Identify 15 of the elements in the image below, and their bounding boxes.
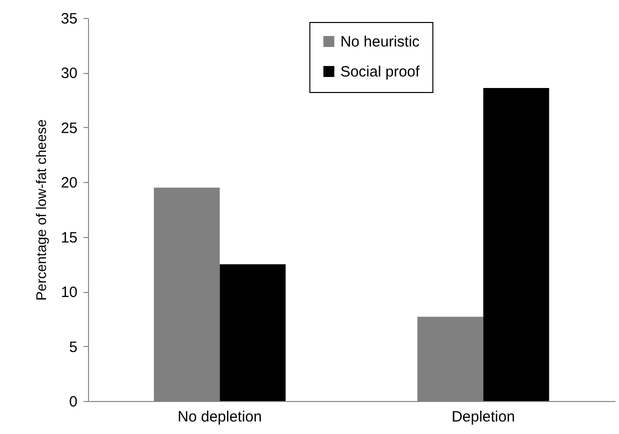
- y-tick-label: 35: [60, 10, 78, 28]
- y-tick-label: 0: [69, 394, 78, 410]
- x-tick-label: No depletion: [178, 408, 262, 426]
- legend-label: No heuristic: [340, 34, 420, 50]
- y-tick-label: 20: [60, 174, 78, 192]
- legend-label: Social proof: [340, 64, 420, 80]
- y-tick-label: 15: [60, 229, 78, 246]
- y-tick-label: 25: [60, 120, 78, 137]
- y-tick-label: 10: [60, 284, 78, 302]
- bar: [220, 264, 286, 401]
- y-tick-label: 5: [69, 338, 78, 356]
- bar: [483, 88, 550, 401]
- y-tick-label: 30: [60, 65, 78, 82]
- x-tick-label: Depletion: [452, 408, 515, 426]
- y-axis-title: Percentage of low-fat cheese: [32, 119, 49, 301]
